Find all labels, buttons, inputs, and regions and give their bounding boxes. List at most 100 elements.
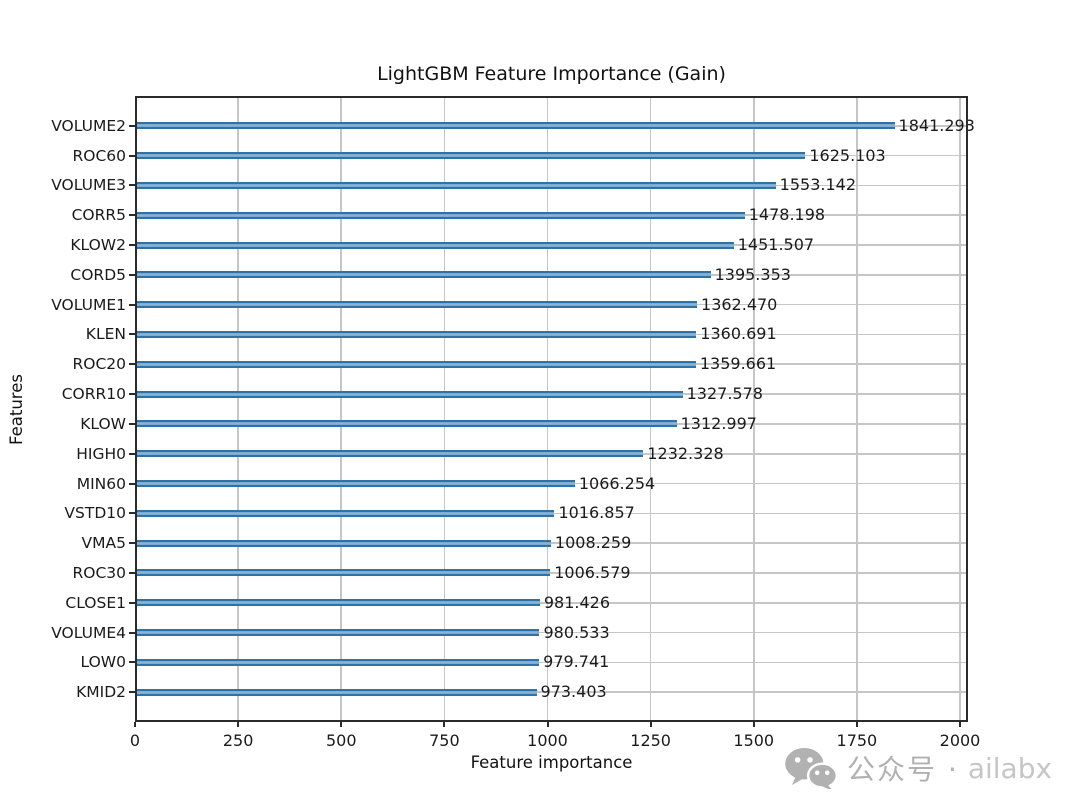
h-gridline: [137, 572, 966, 574]
y-axis-tick: [129, 154, 135, 157]
v-gridline: [340, 98, 343, 720]
y-axis-tick: [129, 422, 135, 425]
bar-value-label: 1008.259: [554, 533, 632, 553]
h-gridline: [137, 631, 966, 634]
bar: [137, 122, 895, 130]
v-gridline: [546, 98, 549, 720]
x-axis-tick: [855, 722, 858, 727]
bar: [137, 301, 698, 309]
bar-value-label: 1327.578: [686, 384, 763, 404]
bar: [137, 152, 806, 160]
x-tick-label: 0: [129, 731, 141, 750]
h-gridline: [137, 542, 966, 544]
bar-value-label: 979.741: [543, 652, 610, 672]
v-gridline: [856, 98, 858, 720]
y-axis-tick: [129, 124, 135, 127]
category-label: KMID2: [76, 683, 126, 702]
category-label: VOLUME4: [51, 623, 126, 642]
category-label: VOLUME2: [51, 116, 126, 135]
y-axis-tick: [129, 691, 135, 694]
y-axis-tick: [129, 273, 135, 276]
category-label: HIGH0: [76, 444, 126, 463]
category-label: KLEN: [85, 325, 126, 344]
h-gridline: [137, 601, 966, 604]
category-label: CORR10: [61, 385, 126, 404]
y-axis-tick: [129, 363, 135, 366]
bar: [137, 330, 697, 338]
category-label: MIN60: [76, 474, 126, 493]
y-axis-tick: [129, 601, 135, 604]
v-gridline: [959, 98, 961, 720]
category-label: CORR5: [71, 206, 126, 225]
x-tick-label: 1750: [836, 731, 878, 750]
bar-value-label: 1312.997: [680, 413, 757, 433]
x-tick-label: 250: [222, 731, 254, 750]
x-tick-label: 500: [325, 731, 357, 750]
bar: [137, 509, 555, 517]
y-axis-tick: [129, 542, 135, 545]
category-label: CLOSE1: [65, 593, 126, 612]
y-axis-tick: [129, 571, 135, 574]
bar-value-label: 1006.579: [554, 562, 631, 582]
category-label: VOLUME1: [51, 295, 126, 314]
bar: [137, 390, 683, 398]
y-axis-tick: [129, 512, 135, 515]
y-axis-tick: [129, 452, 135, 455]
category-label: ROC60: [72, 146, 126, 165]
category-label: VMA5: [81, 534, 126, 553]
watermark: 公众号 · ailabx: [784, 745, 1052, 791]
y-axis-tick: [129, 303, 135, 306]
x-axis-tick: [546, 722, 549, 727]
bar: [137, 688, 537, 696]
bar: [137, 420, 677, 428]
bar: [137, 539, 551, 547]
x-tick-label: 750: [429, 731, 460, 750]
bar: [137, 181, 776, 189]
x-tick-label: 1250: [630, 731, 671, 750]
x-tick-label: 1000: [527, 731, 568, 750]
y-axis-tick: [129, 184, 135, 187]
category-label: KLOW: [80, 414, 126, 433]
x-axis-tick: [443, 722, 446, 727]
bar-value-label: 981.426: [543, 592, 610, 612]
bar: [137, 211, 745, 219]
bar: [137, 569, 551, 577]
category-label: VSTD10: [64, 504, 126, 523]
y-axis-tick: [129, 244, 135, 247]
y-axis-tick: [129, 661, 135, 664]
h-gridline: [137, 691, 966, 693]
category-label: VOLUME3: [51, 176, 126, 195]
category-label: ROC30: [72, 563, 126, 582]
v-gridline: [443, 98, 446, 720]
x-tick-label: 2000: [939, 731, 981, 750]
chart-title: LightGBM Feature Importance (Gain): [377, 63, 726, 85]
bar-value-label: 1553.142: [779, 175, 856, 195]
category-label: CORD5: [70, 265, 126, 284]
x-axis-tick: [134, 722, 136, 727]
bar-value-label: 1232.328: [647, 443, 724, 463]
x-axis-tick: [752, 722, 755, 727]
bar-value-label: 973.403: [540, 682, 607, 702]
y-axis-tick: [129, 214, 135, 217]
bar: [137, 480, 575, 488]
y-axis-tick: [129, 631, 135, 634]
category-label: LOW0: [80, 653, 126, 672]
watermark-text-en: ailabx: [967, 751, 1053, 785]
x-axis-tick: [649, 722, 652, 727]
bar: [137, 360, 696, 368]
bar: [137, 450, 644, 458]
bar-value-label: 1395.353: [714, 264, 791, 284]
bar: [137, 658, 540, 666]
h-gridline: [137, 661, 966, 664]
bar-value-label: 1360.691: [700, 324, 777, 344]
bar: [137, 629, 540, 637]
x-axis-tick: [340, 722, 343, 727]
bar: [137, 599, 540, 607]
x-axis-label: Feature importance: [470, 753, 633, 772]
category-label: ROC20: [72, 355, 126, 374]
bar-value-label: 1359.661: [699, 354, 777, 374]
bar: [137, 241, 734, 249]
bar-value-label: 980.533: [543, 622, 610, 642]
bar: [137, 271, 711, 279]
